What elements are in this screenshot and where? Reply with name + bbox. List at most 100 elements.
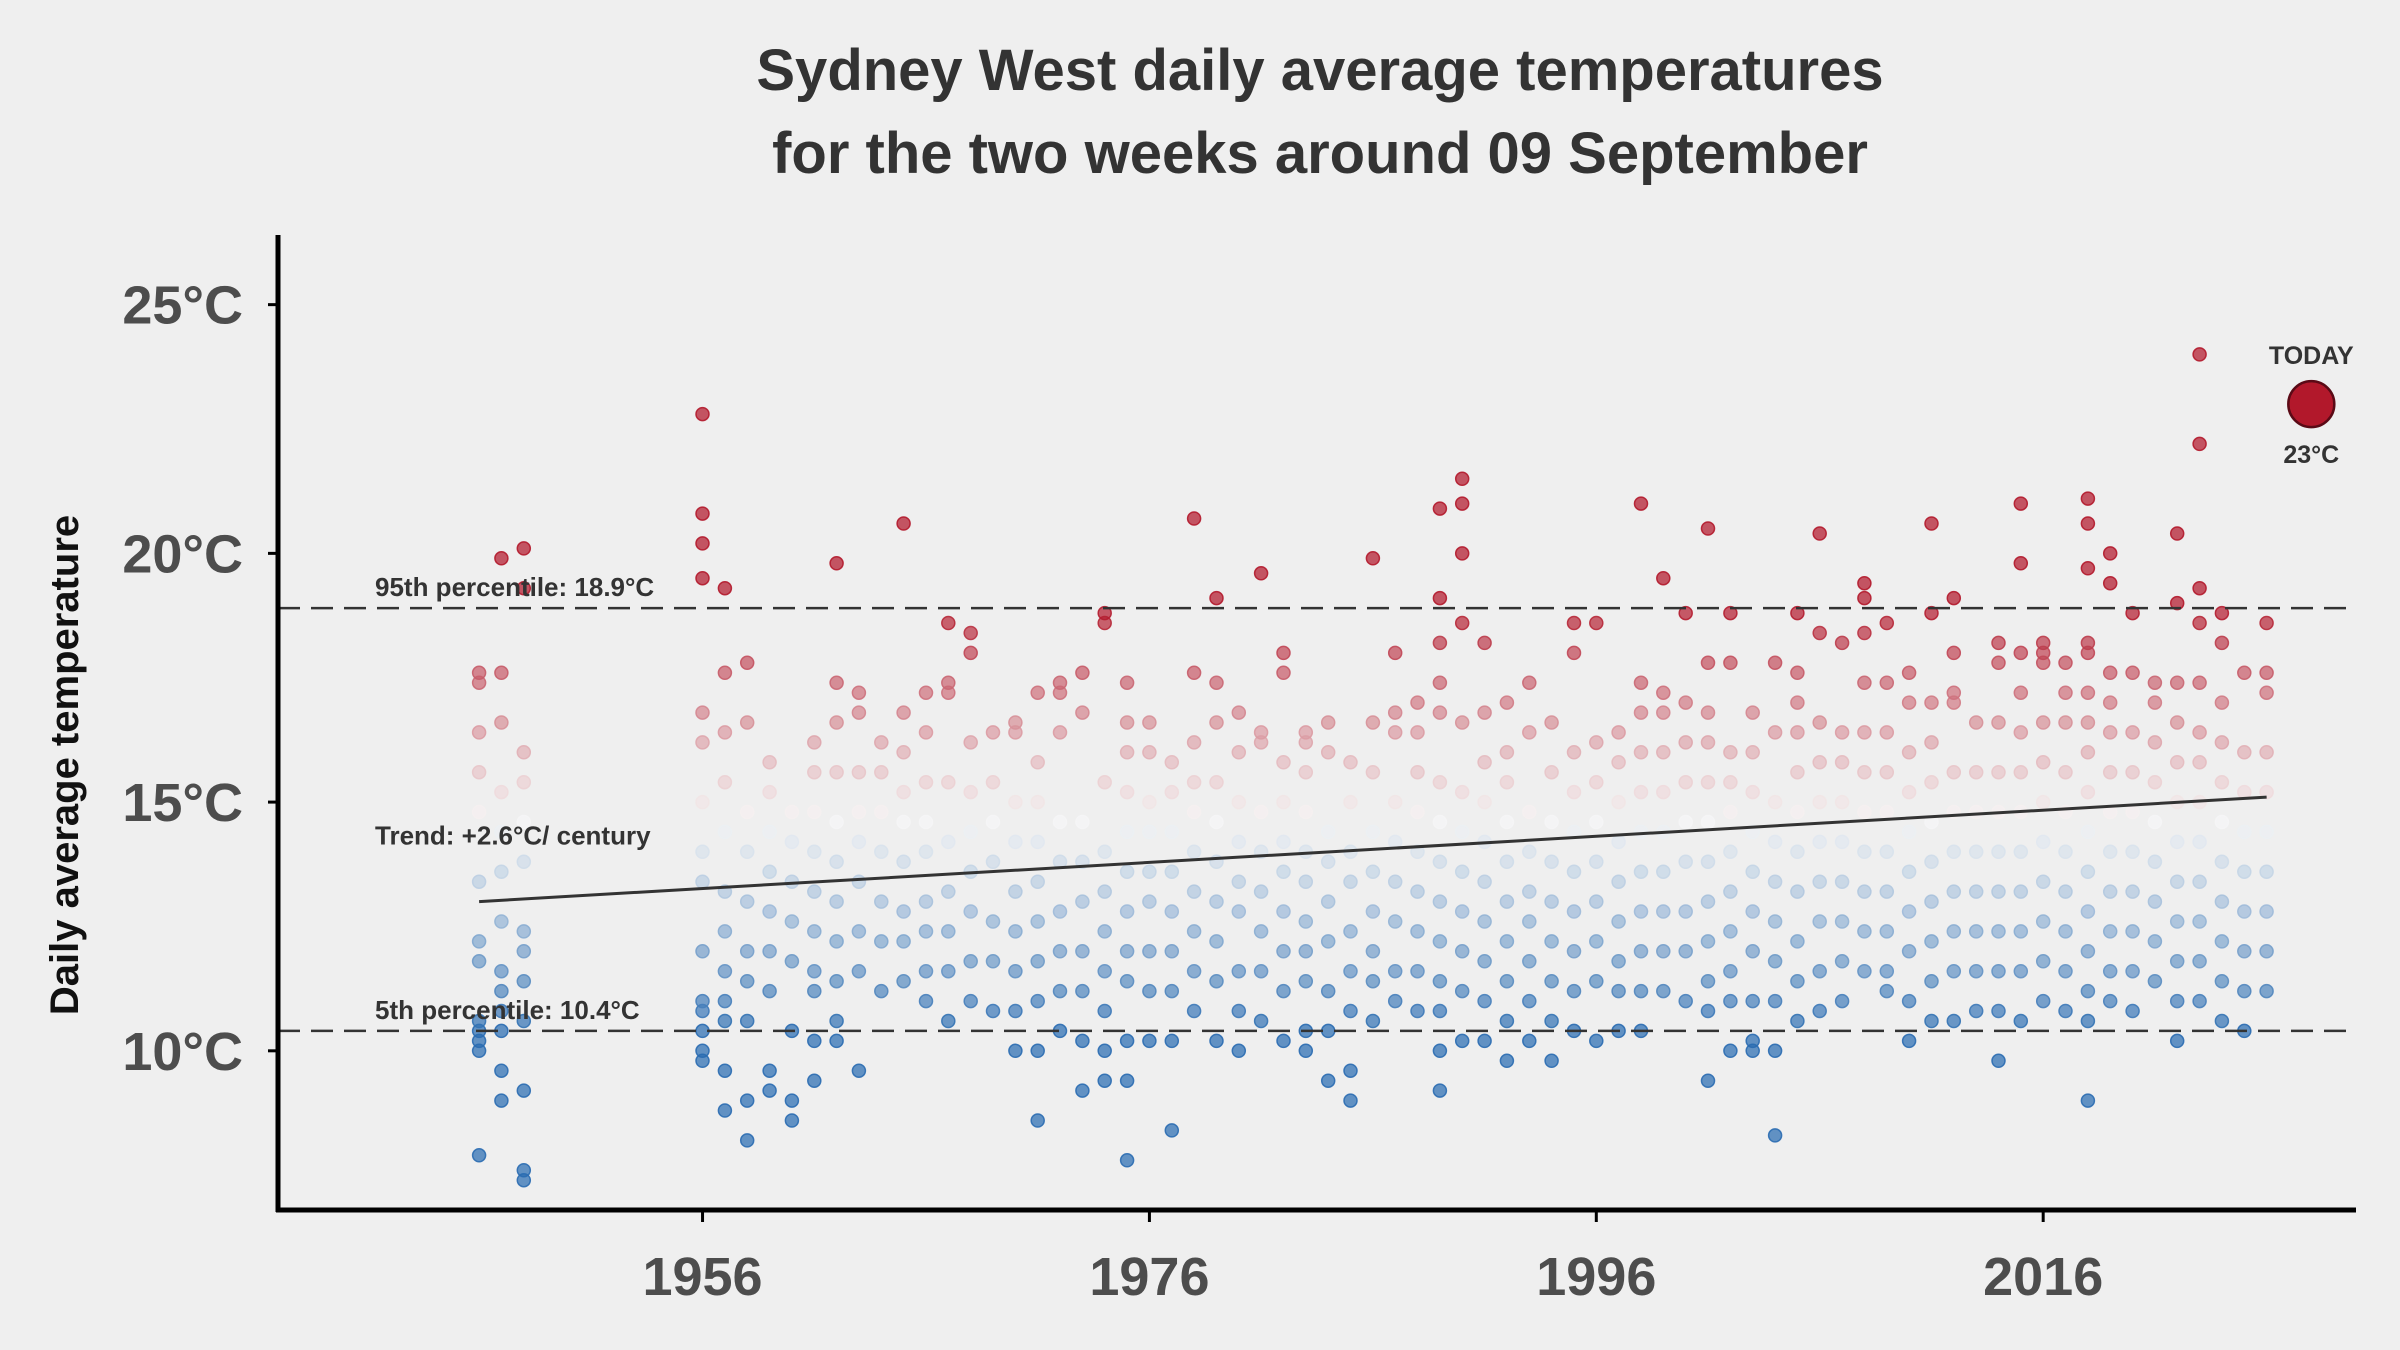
data-point bbox=[695, 844, 710, 860]
data-point bbox=[2169, 595, 2185, 611]
data-point bbox=[1432, 814, 1448, 830]
data-point bbox=[851, 764, 867, 780]
data-point bbox=[1767, 874, 1783, 889]
data-point bbox=[1320, 983, 1336, 999]
data-point bbox=[695, 536, 710, 551]
data-point bbox=[829, 973, 844, 989]
data-point bbox=[2080, 715, 2096, 730]
data-point bbox=[1343, 1003, 1358, 1019]
data-point bbox=[2102, 575, 2118, 591]
data-point bbox=[1343, 1093, 1358, 1108]
data-point bbox=[807, 884, 822, 899]
data-point bbox=[2214, 695, 2230, 710]
data-point bbox=[1991, 963, 2006, 979]
data-point bbox=[1186, 1003, 1202, 1019]
data-point bbox=[1924, 894, 1939, 909]
data-point bbox=[2169, 755, 2185, 770]
data-point bbox=[829, 894, 844, 909]
data-point bbox=[762, 784, 777, 800]
data-point bbox=[2192, 615, 2207, 631]
data-point bbox=[1879, 983, 1895, 999]
data-point bbox=[1477, 755, 1492, 770]
data-point bbox=[1454, 546, 1470, 561]
data-point bbox=[1276, 665, 1291, 681]
reference-lines: 95th percentile: 18.9°C 5th percentile: 1… bbox=[278, 572, 2356, 1033]
data-point bbox=[1008, 1003, 1023, 1019]
data-point bbox=[874, 844, 889, 860]
data-point bbox=[896, 745, 911, 760]
data-point bbox=[1119, 944, 1135, 959]
data-point bbox=[1611, 725, 1626, 740]
data-point bbox=[1008, 884, 1023, 899]
data-point bbox=[1589, 615, 1604, 631]
data-point bbox=[494, 1003, 509, 1019]
data-point bbox=[829, 764, 844, 780]
data-point bbox=[1432, 774, 1448, 790]
data-point bbox=[1432, 894, 1448, 909]
data-point bbox=[739, 1133, 755, 1148]
data-point bbox=[1410, 695, 1425, 710]
data-point bbox=[2102, 695, 2118, 710]
data-point bbox=[1745, 1033, 1760, 1049]
data-point bbox=[1924, 735, 1939, 750]
data-point bbox=[1119, 715, 1135, 730]
data-point bbox=[1030, 1043, 1045, 1059]
data-point bbox=[1253, 1013, 1269, 1029]
data-point bbox=[1499, 973, 1515, 989]
data-point bbox=[1432, 675, 1448, 690]
data-point bbox=[941, 884, 956, 899]
data-point bbox=[739, 944, 755, 959]
data-point bbox=[1834, 954, 1850, 969]
data-point bbox=[985, 914, 1001, 929]
data-point bbox=[494, 715, 509, 730]
data-point bbox=[918, 993, 934, 1009]
data-point bbox=[516, 774, 532, 790]
data-point bbox=[963, 904, 978, 919]
data-point bbox=[874, 894, 889, 909]
data-point bbox=[2192, 993, 2207, 1009]
data-point bbox=[829, 715, 844, 730]
data-point bbox=[1432, 705, 1448, 720]
data-point bbox=[1879, 924, 1895, 939]
data-point bbox=[1499, 894, 1515, 909]
data-point bbox=[1857, 575, 1872, 591]
data-point bbox=[2125, 764, 2140, 780]
data-point bbox=[2192, 954, 2207, 969]
data-point bbox=[1097, 774, 1112, 790]
data-point bbox=[695, 944, 710, 959]
data-point bbox=[1946, 685, 1962, 700]
data-point bbox=[1477, 635, 1492, 651]
data-point bbox=[2013, 496, 2029, 511]
data-point bbox=[1276, 904, 1291, 919]
data-point bbox=[1968, 715, 1984, 730]
data-point bbox=[2035, 874, 2051, 889]
data-point bbox=[516, 580, 532, 596]
data-point bbox=[1544, 764, 1559, 780]
data-point bbox=[717, 993, 733, 1009]
data-point bbox=[1387, 963, 1403, 979]
data-point bbox=[1790, 605, 1805, 621]
data-point bbox=[807, 804, 822, 820]
data-point bbox=[1790, 804, 1805, 820]
data-point bbox=[1320, 854, 1336, 870]
data-point bbox=[1589, 1033, 1604, 1049]
data-point bbox=[762, 1063, 777, 1078]
data-point bbox=[1790, 665, 1805, 681]
data-point bbox=[2080, 745, 2096, 760]
data-point bbox=[1253, 566, 1269, 581]
data-point bbox=[807, 924, 822, 939]
data-point bbox=[1499, 774, 1515, 790]
data-point bbox=[1522, 884, 1537, 899]
data-point bbox=[1656, 864, 1671, 879]
data-point bbox=[2147, 774, 2163, 790]
data-point bbox=[1522, 804, 1537, 820]
data-point bbox=[717, 725, 733, 740]
data-point bbox=[2125, 963, 2140, 979]
data-point bbox=[1968, 844, 1984, 860]
data-point bbox=[1008, 963, 1023, 979]
data-point bbox=[1946, 764, 1962, 780]
data-point bbox=[1946, 924, 1962, 939]
data-point bbox=[1924, 774, 1939, 790]
data-point bbox=[1633, 745, 1649, 760]
data-point bbox=[829, 814, 844, 830]
